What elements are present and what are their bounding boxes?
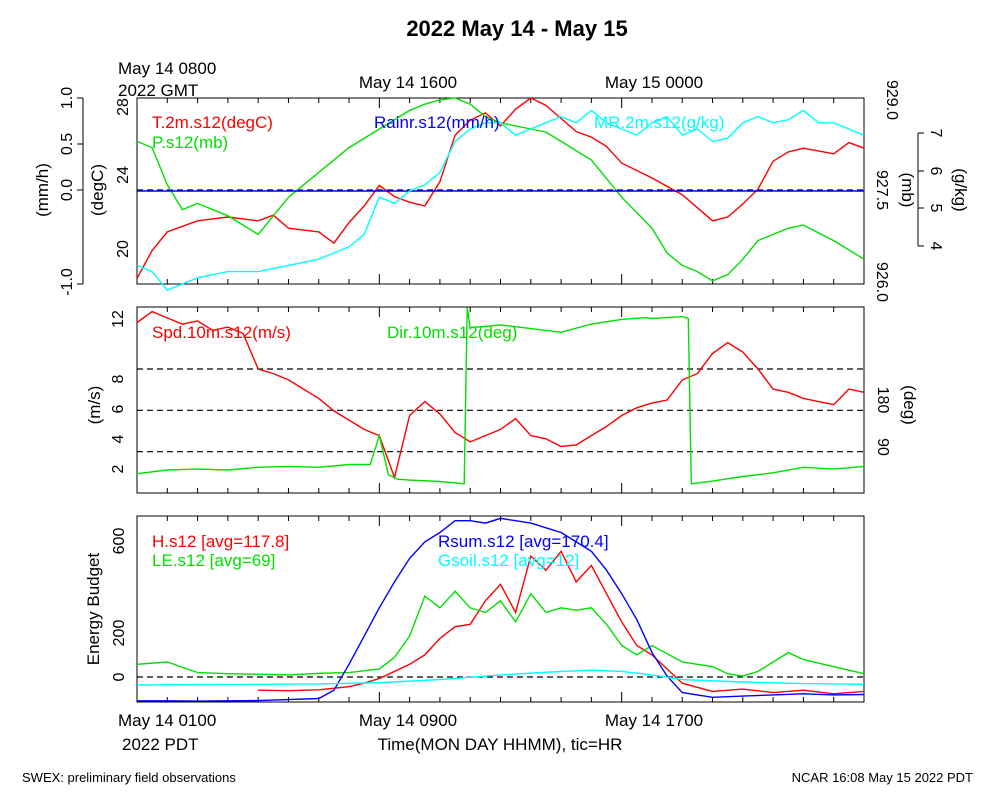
spd-tick-label-8: 8	[110, 374, 127, 383]
footer-right: NCAR 16:08 May 15 2022 PDT	[792, 770, 973, 785]
panel-2-series	[136, 307, 865, 485]
mr-tick-label-4: 4	[927, 242, 944, 251]
series-line-3-gsoil	[136, 669, 865, 686]
mr-tick-label-7: 7	[927, 129, 944, 138]
spd-tick-label-4: 4	[110, 434, 127, 443]
temp-axis-label: (degC)	[88, 164, 107, 216]
pres-axis-label: (mb)	[898, 173, 917, 208]
panel-3: 600 200 0 Energy Budget H.s12 [avg=117.8…	[84, 515, 865, 703]
eb-axis-label: Energy Budget	[84, 552, 103, 665]
footer-left: SWEX: preliminary field observations	[22, 770, 236, 785]
rain-tick-label-0.0: 0.0	[59, 179, 76, 201]
panel-3-series	[136, 517, 865, 702]
rain-axis-label: (mm/h)	[33, 163, 52, 217]
rain-tick-label--1.0: -1.0	[59, 268, 76, 296]
x-axis-title: Time(MON DAY HHMM), tic=HR	[378, 735, 623, 754]
panel-2-x-ticks	[136, 307, 865, 493]
dir-tick-label-180: 180	[874, 387, 891, 414]
bottom-axis-label-2: May 14 1700	[605, 711, 703, 730]
legend-rsum: Rsum.s12 [avg=170.4]	[438, 532, 609, 551]
mr-tick-label-5: 5	[927, 204, 944, 213]
series-line-1-mr	[136, 109, 865, 292]
top-axis-label-2: May 15 0000	[605, 73, 703, 92]
spd-axis-label: (m/s)	[85, 386, 104, 425]
legend-h: H.s12 [avg=117.8]	[152, 532, 289, 551]
panel-1-series	[136, 97, 865, 292]
legend-dir: Dir.10m.s12(deg)	[387, 323, 517, 342]
pres-tick-label-926.0: 926.0	[873, 262, 890, 302]
series-line-1-p	[136, 97, 865, 282]
spd-tick-label-6: 6	[110, 404, 127, 413]
dir-axis-label: (deg)	[900, 385, 919, 425]
series-line-3-h	[258, 550, 865, 695]
rain-axis-ticks	[77, 97, 83, 285]
series-line-3-rsum	[137, 517, 865, 702]
series-line-1-t	[136, 97, 865, 279]
mr-axis-label: (g/kg)	[951, 168, 970, 211]
spd-tick-label-2: 2	[110, 464, 127, 473]
bottom-axis-sublabel: 2022 PDT	[122, 735, 199, 754]
pres-tick-label-929.0: 929.0	[883, 80, 900, 120]
temp-tick-label-20: 20	[115, 240, 132, 258]
eb-tick-label-600: 600	[111, 528, 128, 555]
eb-tick-label-0: 0	[111, 672, 128, 681]
series-line-2-spd	[136, 310, 865, 480]
bottom-axis-label-0: May 14 0100	[118, 711, 216, 730]
chart-title: 2022 May 14 - May 15	[406, 16, 627, 41]
dir-tick-label-90: 90	[874, 438, 891, 456]
temp-tick-label-28: 28	[115, 98, 132, 116]
rain-tick-label-0.5: 0.5	[59, 133, 76, 155]
top-axis-sublabel: 2022 GMT	[118, 81, 198, 100]
pres-tick-label-927.5: 927.5	[873, 170, 890, 210]
top-axis-label-1: May 14 1600	[359, 73, 457, 92]
panel-2: 12 8 6 4 2 (m/s) 180 90 (deg) Spd.10m.s1…	[85, 306, 919, 494]
bottom-axis-label-1: May 14 0900	[359, 711, 457, 730]
panel-2-reference-lines	[137, 368, 864, 453]
legend-pres: P.s12(mb)	[152, 133, 228, 152]
legend-mr: MR.2m.s12(g/kg)	[594, 113, 724, 132]
panel-3-x-ticks	[136, 516, 865, 702]
series-line-3-le	[136, 590, 865, 677]
legend-temp: T.2m.s12(degC)	[152, 113, 273, 132]
rain-tick-label-1.0: 1.0	[59, 87, 76, 109]
temp-tick-label-24: 24	[115, 166, 132, 184]
legend-rain: Rainr.s12(mm/h)	[374, 113, 500, 132]
top-axis-label-0: May 14 0800	[118, 59, 216, 78]
legend-le: LE.s12 [avg=69]	[152, 551, 275, 570]
spd-tick-label-12: 12	[110, 310, 127, 328]
legend-gsoil: Gsoil.s12 [avg=12]	[438, 551, 579, 570]
mr-tick-label-6: 6	[927, 167, 944, 176]
series-line-2-dir	[136, 307, 865, 485]
eb-tick-label-200: 200	[111, 620, 128, 647]
panel-1: 1.0 0.5 0.0 -1.0 (mm/h) 28 24 20 (degC) …	[33, 80, 970, 302]
legend-spd: Spd.10m.s12(m/s)	[152, 323, 291, 342]
